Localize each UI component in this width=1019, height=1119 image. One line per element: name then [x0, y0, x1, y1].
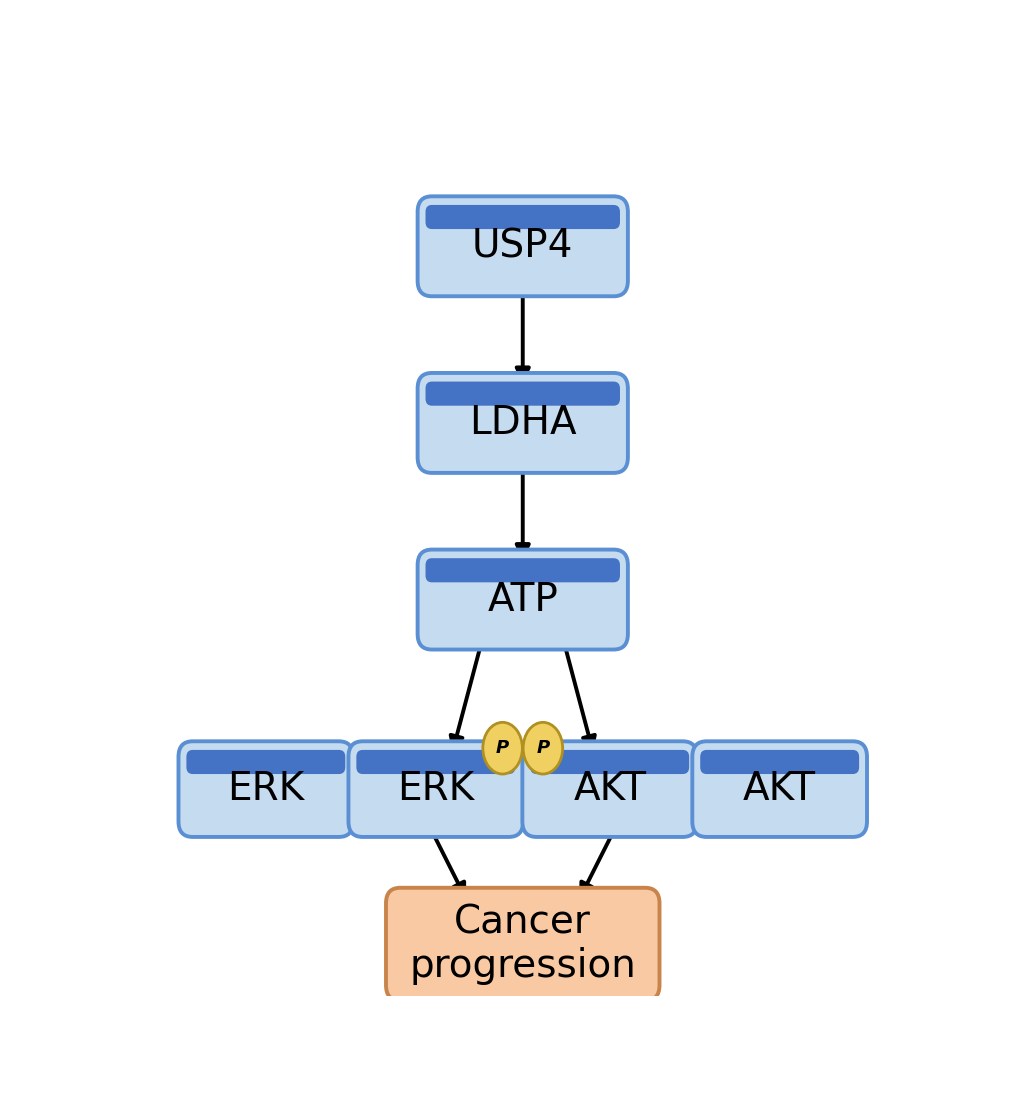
FancyBboxPatch shape — [522, 741, 696, 837]
Text: AKT: AKT — [573, 770, 646, 808]
FancyBboxPatch shape — [356, 750, 515, 774]
Text: USP4: USP4 — [472, 227, 573, 265]
Text: LDHA: LDHA — [469, 404, 576, 442]
FancyBboxPatch shape — [186, 750, 345, 774]
FancyBboxPatch shape — [417, 373, 628, 473]
FancyBboxPatch shape — [425, 382, 620, 406]
FancyBboxPatch shape — [425, 558, 620, 582]
FancyBboxPatch shape — [417, 549, 628, 649]
Text: AKT: AKT — [743, 770, 815, 808]
Ellipse shape — [523, 723, 562, 774]
Text: ERK: ERK — [396, 770, 474, 808]
FancyBboxPatch shape — [692, 741, 866, 837]
FancyBboxPatch shape — [417, 196, 628, 297]
Ellipse shape — [482, 723, 522, 774]
Text: Cancer
progression: Cancer progression — [409, 903, 636, 985]
FancyBboxPatch shape — [699, 750, 858, 774]
Text: ATP: ATP — [487, 581, 557, 619]
FancyBboxPatch shape — [530, 750, 689, 774]
FancyBboxPatch shape — [348, 741, 523, 837]
FancyBboxPatch shape — [178, 741, 353, 837]
FancyBboxPatch shape — [385, 887, 659, 1000]
Text: ERK: ERK — [227, 770, 304, 808]
Text: P: P — [495, 740, 508, 758]
FancyBboxPatch shape — [425, 205, 620, 229]
Text: P: P — [536, 740, 549, 758]
